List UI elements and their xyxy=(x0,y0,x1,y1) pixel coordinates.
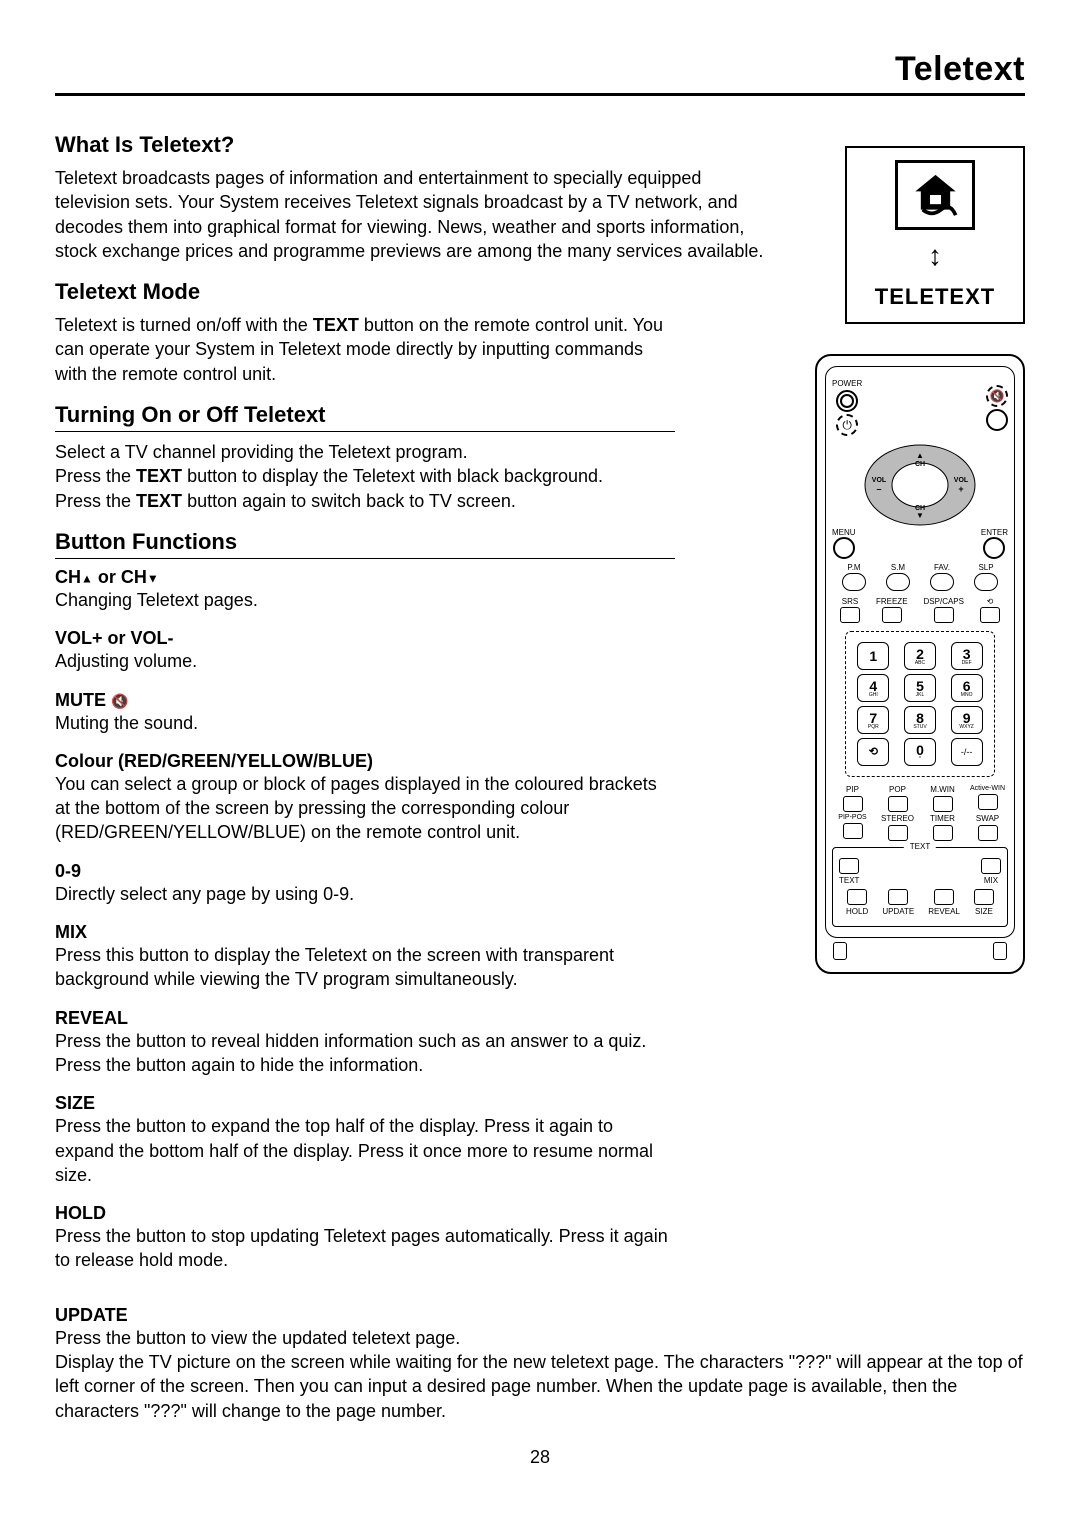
func-digits: 0-9 Directly select any page by using 0-… xyxy=(55,861,675,906)
page-number: 28 xyxy=(55,1447,1025,1468)
enter-button xyxy=(983,537,1005,559)
func-ch: CH▲ or CH▼ Changing Teletext pages. xyxy=(55,567,675,612)
power-button xyxy=(836,390,858,412)
func-mute: MUTE 🔇 Muting the sound. xyxy=(55,690,675,735)
heading-mode: Teletext Mode xyxy=(55,279,775,305)
func-hold: HOLD Press the button to stop updating T… xyxy=(55,1203,675,1273)
mute-remote-icon: 🔇 xyxy=(986,385,1008,407)
pip-grid: PIP POP M.WIN Active-WIN PIP-POS STEREO … xyxy=(832,785,1008,841)
remote-row-srs: SRS FREEZE DSP/CAPS ⟲ xyxy=(832,597,1008,623)
num-3: 3DEF xyxy=(951,642,983,670)
update-desc: Press the button to view the updated tel… xyxy=(55,1326,1025,1423)
num-dash: -/-- xyxy=(951,738,983,766)
remote-feet xyxy=(825,938,1015,960)
side-column: ↕ TELETEXT POWER ⏻ 🔇 xyxy=(805,116,1025,1289)
heading-turning: Turning On or Off Teletext xyxy=(55,402,675,432)
func-size: SIZE Press the button to expand the top … xyxy=(55,1093,675,1187)
svg-text:CH: CH xyxy=(915,505,925,512)
teletext-box: ↕ TELETEXT xyxy=(845,146,1025,324)
num-9: 9WXYZ xyxy=(951,706,983,734)
num-6: 6MNO xyxy=(951,674,983,702)
text-section: TEXT TEXT MIX HOLD UPDATE REVEAL SIZE xyxy=(832,847,1008,927)
page-title: Teletext xyxy=(55,50,1025,89)
body-mode: Teletext is turned on/off with the TEXT … xyxy=(55,313,675,386)
func-update: UPDATE Press the button to view the upda… xyxy=(55,1305,1025,1423)
num-4: 4GHI xyxy=(857,674,889,702)
func-mix: MIX Press this button to display the Tel… xyxy=(55,922,675,992)
power-icon: ⏻ xyxy=(836,414,858,436)
svg-text:▼: ▼ xyxy=(916,511,924,520)
func-vol: VOL+ or VOL- Adjusting volume. xyxy=(55,628,675,673)
svg-text:–: – xyxy=(876,484,881,494)
num-return: ⟲ xyxy=(857,738,889,766)
main-column: What Is Teletext? Teletext broadcasts pa… xyxy=(55,116,775,1289)
heading-what-is: What Is Teletext? xyxy=(55,132,775,158)
num-5: 5JKL xyxy=(904,674,936,702)
mute-icon: 🔇 xyxy=(111,693,128,709)
dpad: ▲ CH ▼ CH VOL – VOL + xyxy=(855,440,985,530)
num-8: 8STUV xyxy=(904,706,936,734)
remote-diagram: POWER ⏻ 🔇 ▲ CH ▼ xyxy=(815,354,1025,974)
func-colour: Colour (RED/GREEN/YELLOW/BLUE) You can s… xyxy=(55,751,675,845)
num-1: 1 xyxy=(857,642,889,670)
svg-text:+: + xyxy=(958,484,963,494)
num-7: 7PQR xyxy=(857,706,889,734)
num-2: 2ABC xyxy=(904,642,936,670)
body-what-is: Teletext broadcasts pages of information… xyxy=(55,166,775,263)
svg-text:VOL: VOL xyxy=(954,477,969,484)
heading-functions: Button Functions xyxy=(55,529,675,559)
body-turning: Select a TV channel providing the Telete… xyxy=(55,440,675,513)
svg-text:CH: CH xyxy=(915,461,925,468)
teletext-house-icon xyxy=(895,160,975,230)
teletext-label: TELETEXT xyxy=(855,284,1015,310)
mute-remote-button xyxy=(986,409,1008,431)
page-header: Teletext xyxy=(55,50,1025,96)
num-0: 0* xyxy=(904,738,936,766)
teletext-arrows-icon: ↕ xyxy=(855,240,1015,272)
svg-text:VOL: VOL xyxy=(872,477,887,484)
svg-text:▲: ▲ xyxy=(916,451,924,460)
menu-button xyxy=(833,537,855,559)
func-reveal: REVEAL Press the button to reveal hidden… xyxy=(55,1008,675,1078)
numpad: 1 2ABC 3DEF 4GHI 5JKL 6MNO 7PQR 8STUV 9W… xyxy=(845,631,995,777)
remote-row-pmsm: P.M S.M FAV. SLP xyxy=(832,563,1008,591)
